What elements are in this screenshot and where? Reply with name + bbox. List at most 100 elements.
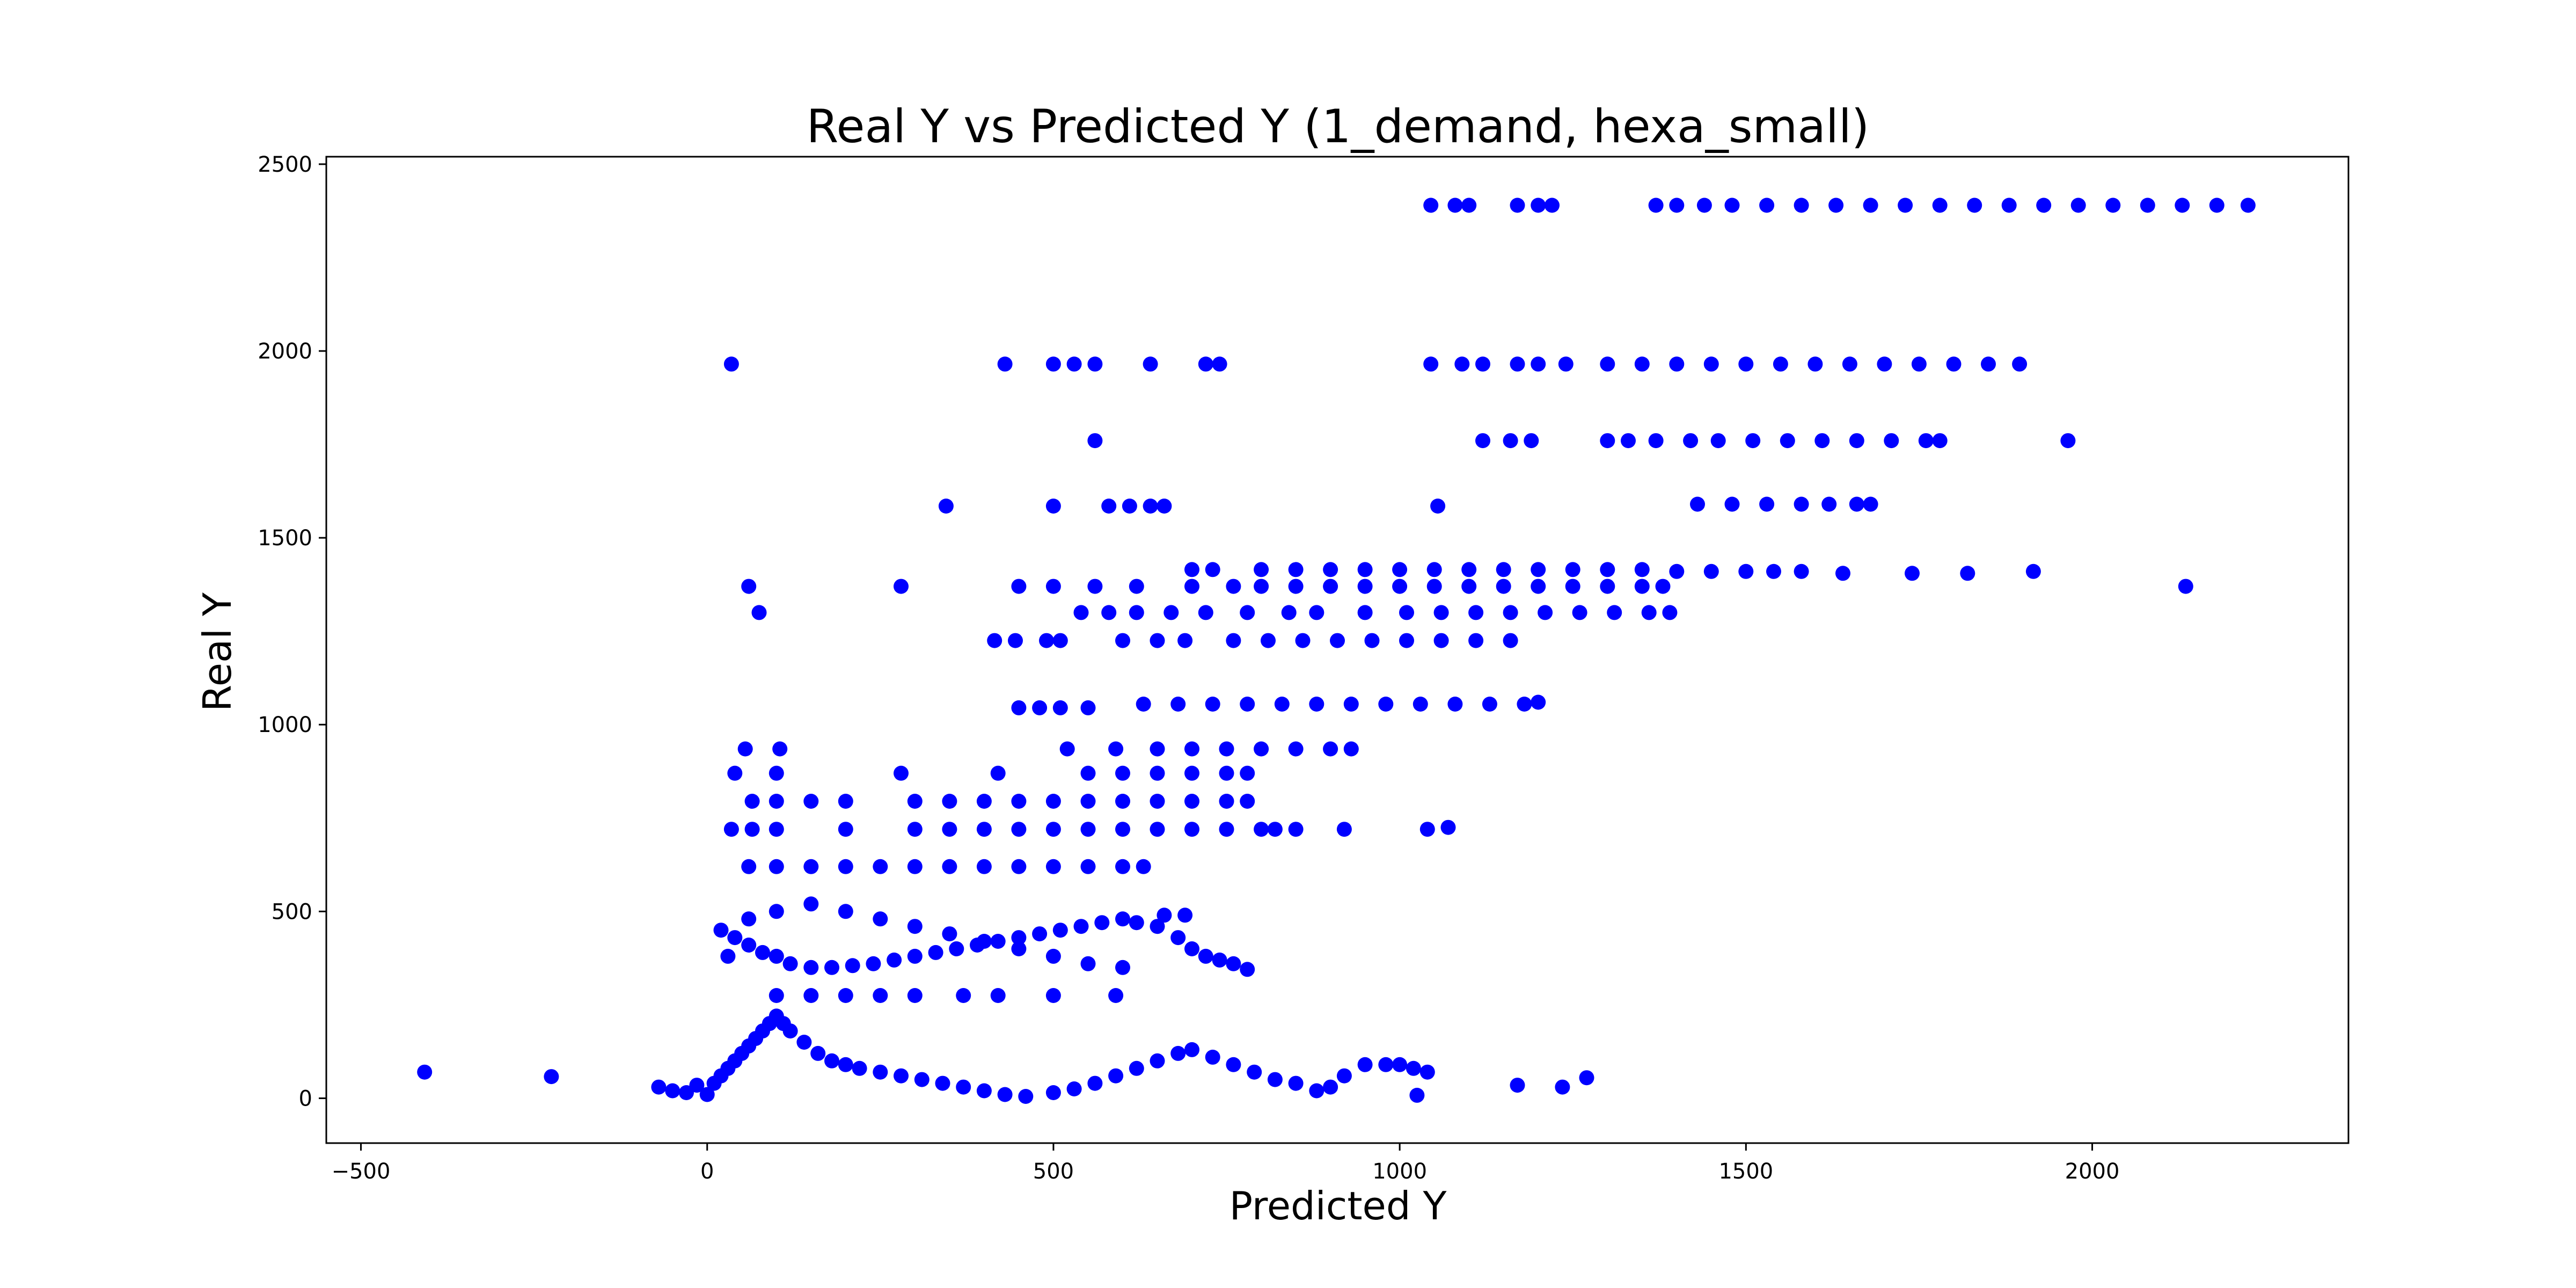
scatter-point bbox=[1157, 908, 1172, 923]
scatter-point bbox=[741, 579, 757, 594]
scatter-point bbox=[1759, 197, 1775, 213]
scatter-point bbox=[824, 1053, 839, 1069]
scatter-point bbox=[720, 948, 736, 964]
scatter-point bbox=[838, 1057, 853, 1072]
scatter-point bbox=[1032, 700, 1048, 715]
scatter-point bbox=[1364, 633, 1380, 648]
scatter-point bbox=[1254, 579, 1269, 594]
scatter-point bbox=[2060, 433, 2076, 449]
scatter-point bbox=[1184, 794, 1199, 809]
scatter-point bbox=[2012, 356, 2028, 372]
scatter-point bbox=[824, 960, 839, 975]
scatter-point bbox=[1129, 579, 1144, 594]
scatter-point bbox=[1807, 356, 1823, 372]
scatter-point bbox=[1309, 605, 1324, 620]
scatter-point bbox=[1323, 562, 1338, 577]
scatter-point bbox=[1143, 356, 1158, 372]
scatter-point bbox=[1461, 562, 1477, 577]
scatter-point bbox=[1080, 859, 1096, 874]
scatter-point bbox=[1690, 496, 1705, 512]
plot-area bbox=[417, 197, 2256, 1104]
scatter-point bbox=[976, 1083, 992, 1099]
scatter-point bbox=[1150, 822, 1165, 837]
scatter-point bbox=[1254, 562, 1269, 577]
scatter-point bbox=[1032, 926, 1048, 942]
scatter-point bbox=[1267, 1072, 1283, 1087]
scatter-point bbox=[1378, 697, 1394, 712]
scatter-point bbox=[1960, 566, 1975, 581]
scatter-point bbox=[1877, 356, 1892, 372]
scatter-point bbox=[1184, 562, 1199, 577]
scatter-point bbox=[1205, 562, 1220, 577]
scatter-point bbox=[1219, 741, 1234, 757]
scatter-point bbox=[1045, 859, 1061, 874]
scatter-point bbox=[1835, 566, 1850, 581]
scatter-point bbox=[1336, 822, 1352, 837]
scatter-point bbox=[2036, 197, 2052, 213]
scatter-point bbox=[873, 1064, 888, 1080]
scatter-point bbox=[1073, 919, 1089, 934]
scatter-point bbox=[907, 919, 923, 934]
scatter-point bbox=[1011, 579, 1027, 594]
scatter-point bbox=[1045, 948, 1061, 964]
scatter-point bbox=[1219, 822, 1234, 837]
scatter-point bbox=[769, 948, 784, 964]
scatter-point bbox=[1087, 433, 1103, 449]
scatter-point bbox=[1600, 562, 1615, 577]
scatter-point bbox=[1773, 356, 1788, 372]
scatter-point bbox=[1198, 948, 1213, 964]
scatter-point bbox=[1101, 605, 1117, 620]
scatter-point bbox=[1184, 941, 1199, 956]
scatter-point bbox=[1323, 579, 1338, 594]
scatter-point bbox=[1343, 741, 1359, 757]
scatter-point bbox=[1496, 562, 1511, 577]
scatter-point bbox=[1703, 356, 1719, 372]
scatter-point bbox=[1247, 1064, 1262, 1080]
scatter-point bbox=[1323, 741, 1338, 757]
scatter-point bbox=[723, 356, 739, 372]
scatter-point bbox=[727, 930, 743, 946]
scatter-point bbox=[1066, 1081, 1082, 1096]
scatter-point bbox=[1738, 356, 1754, 372]
scatter-point bbox=[713, 923, 729, 938]
scatter-point bbox=[1503, 433, 1518, 449]
scatter-point bbox=[873, 859, 888, 874]
scatter-point bbox=[803, 859, 819, 874]
scatter-point bbox=[1447, 197, 1463, 213]
scatter-point bbox=[727, 765, 743, 781]
scatter-point bbox=[1177, 633, 1193, 648]
chart-title: Real Y vs Predicted Y (1_demand, hexa_sm… bbox=[807, 100, 1870, 153]
scatter-point bbox=[1309, 1083, 1324, 1099]
scatter-point bbox=[1932, 197, 1948, 213]
scatter-point bbox=[1184, 765, 1199, 781]
scatter-point bbox=[1295, 633, 1311, 648]
scatter-point bbox=[1011, 930, 1027, 946]
scatter-point bbox=[907, 794, 923, 809]
scatter-point bbox=[907, 948, 923, 964]
scatter-point bbox=[1274, 697, 1290, 712]
scatter-point bbox=[949, 941, 964, 956]
scatter-point bbox=[803, 794, 819, 809]
scatter-point bbox=[1219, 765, 1234, 781]
scatter-point bbox=[1011, 941, 1027, 956]
scatter-point bbox=[1115, 960, 1130, 975]
scatter-point bbox=[873, 911, 888, 927]
scatter-point bbox=[894, 765, 909, 781]
scatter-point bbox=[1045, 822, 1061, 837]
scatter-point bbox=[1170, 1045, 1186, 1061]
scatter-point bbox=[1413, 697, 1428, 712]
scatter-point bbox=[769, 859, 784, 874]
scatter-point bbox=[741, 911, 757, 927]
scatter-point bbox=[956, 988, 971, 1003]
scatter-point bbox=[1600, 579, 1615, 594]
scatter-point bbox=[1115, 911, 1130, 927]
scatter-point bbox=[1433, 633, 1449, 648]
scatter-point bbox=[976, 794, 992, 809]
scatter-point bbox=[1531, 562, 1546, 577]
scatter-point bbox=[1911, 356, 1927, 372]
scatter-point bbox=[1226, 633, 1241, 648]
scatter-point bbox=[1205, 697, 1220, 712]
scatter-point bbox=[1108, 988, 1124, 1003]
scatter-point bbox=[1392, 562, 1408, 577]
scatter-point bbox=[1710, 433, 1726, 449]
